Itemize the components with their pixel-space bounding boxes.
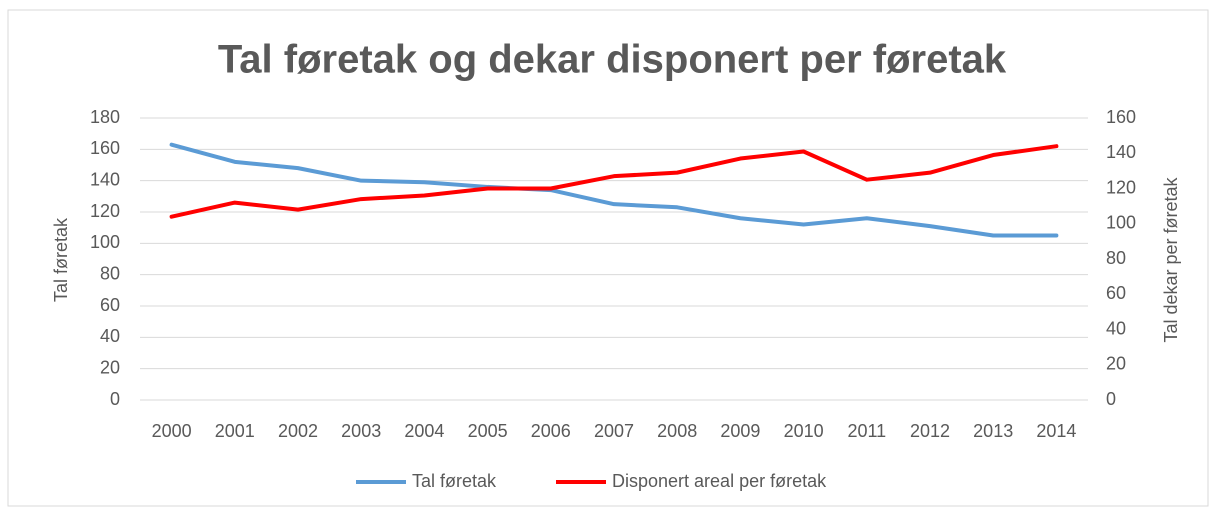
y2-tick-label: 40 xyxy=(1106,318,1126,338)
y-tick-label: 100 xyxy=(90,232,120,252)
x-tick-label: 2003 xyxy=(341,421,381,441)
y2-tick-label: 160 xyxy=(1106,107,1136,127)
series-line xyxy=(169,144,1059,219)
y-tick-label: 0 xyxy=(110,389,120,409)
x-tick-label: 2000 xyxy=(152,421,192,441)
y-tick-label: 40 xyxy=(100,326,120,346)
y-tick-label: 160 xyxy=(90,138,120,158)
y2-tick-label: 140 xyxy=(1106,142,1136,162)
x-tick-label: 2012 xyxy=(910,421,950,441)
chart-title: Tal føretak og dekar disponert per føret… xyxy=(218,38,1007,82)
y-tick-label: 120 xyxy=(90,201,120,221)
x-tick-label: 2001 xyxy=(215,421,255,441)
y2-tick-label: 60 xyxy=(1106,283,1126,303)
legend-label: Disponert areal per føretak xyxy=(612,471,827,491)
y-tick-label: 60 xyxy=(100,295,120,315)
series-line xyxy=(169,142,1059,238)
x-tick-label: 2002 xyxy=(278,421,318,441)
x-tick-label: 2005 xyxy=(468,421,508,441)
y2-tick-label: 100 xyxy=(1106,213,1136,233)
y-tick-label: 20 xyxy=(100,357,120,377)
x-tick-label: 2011 xyxy=(847,421,886,441)
x-tick-label: 2010 xyxy=(784,421,824,441)
y2-tick-label: 120 xyxy=(1106,177,1136,197)
y2-tick-label: 20 xyxy=(1106,354,1126,374)
x-tick-label: 2004 xyxy=(404,421,444,441)
y2-tick-label: 80 xyxy=(1106,248,1126,268)
y-axis-label: Tal føretak xyxy=(51,217,71,302)
y-tick-label: 180 xyxy=(90,107,120,127)
y2-axis-label: Tal dekar per føretak xyxy=(1161,176,1181,342)
y2-tick-label: 0 xyxy=(1106,389,1116,409)
x-tick-label: 2008 xyxy=(657,421,697,441)
x-tick-label: 2006 xyxy=(531,421,571,441)
y-tick-label: 140 xyxy=(90,169,120,189)
x-tick-label: 2013 xyxy=(973,421,1013,441)
x-tick-label: 2007 xyxy=(594,421,634,441)
chart-border xyxy=(7,9,1209,507)
x-tick-label: 2009 xyxy=(720,421,760,441)
x-tick-label: 2014 xyxy=(1036,421,1076,441)
y-tick-label: 80 xyxy=(100,263,120,283)
legend-label: Tal føretak xyxy=(412,471,497,491)
